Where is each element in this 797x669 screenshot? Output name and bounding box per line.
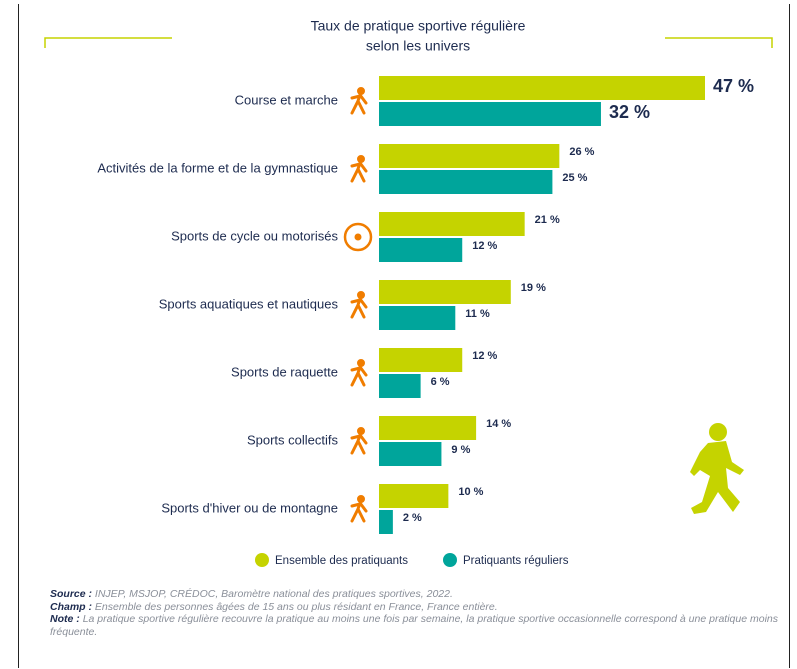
bar <box>379 212 525 236</box>
title-rule <box>665 37 773 48</box>
note: Source : INJEP, MSJOP, CRÉDOC, Baromètre… <box>50 588 778 601</box>
notes: Source : INJEP, MSJOP, CRÉDOC, Baromètre… <box>50 588 778 638</box>
icon-part <box>354 233 362 241</box>
value-label: 21 % <box>535 214 560 226</box>
value-label: 32 % <box>609 102 650 122</box>
category-icon <box>350 359 368 387</box>
chart-subtitle: selon les univers <box>366 38 470 54</box>
bar <box>379 374 421 398</box>
icon-part <box>357 87 365 95</box>
icon-part <box>350 363 368 387</box>
bar <box>379 348 463 372</box>
note: Champ : Ensemble des personnes âgées de … <box>50 601 778 614</box>
icon-part <box>343 222 373 252</box>
value-label: 25 % <box>562 172 587 184</box>
note-label: Source : <box>50 588 93 600</box>
bar <box>379 484 449 508</box>
icon-part <box>357 427 365 435</box>
value-label: 6 % <box>431 376 450 388</box>
category-icon <box>350 291 368 319</box>
category-label: Sports d'hiver ou de montagne <box>161 500 338 515</box>
value-label: 12 % <box>472 240 497 252</box>
value-label: 2 % <box>403 512 422 524</box>
category-label: Sports collectifs <box>247 432 339 447</box>
runner-icon <box>690 423 744 514</box>
note-label: Champ : <box>50 600 92 613</box>
note-label: Note : <box>50 613 80 625</box>
icon-part <box>350 431 368 455</box>
category-icon <box>350 495 368 523</box>
value-label: 14 % <box>486 418 511 430</box>
value-label: 11 % <box>465 308 490 320</box>
note-text: Ensemble des personnes âgées de 15 ans o… <box>92 600 498 613</box>
category-icon <box>350 155 368 183</box>
category-label: Sports aquatiques et nautiques <box>159 296 339 311</box>
icon-part <box>350 159 368 183</box>
category-icon <box>343 222 373 252</box>
category-icon <box>350 87 368 115</box>
icon-part <box>357 155 365 163</box>
bar <box>379 76 705 100</box>
bar <box>379 170 553 194</box>
value-label: 12 % <box>472 350 497 362</box>
category-icon <box>350 427 368 455</box>
title-rule <box>44 37 172 48</box>
value-label: 10 % <box>458 486 483 498</box>
legend-label: Pratiquants réguliers <box>463 555 569 567</box>
bar <box>379 280 511 304</box>
legend-marker <box>443 553 457 567</box>
icon-part <box>357 291 365 299</box>
bar <box>379 416 477 440</box>
bar <box>379 510 393 534</box>
legend-marker <box>255 553 269 567</box>
icon-part <box>350 91 368 115</box>
note-text: INJEP, MSJOP, CRÉDOC, Baromètre national… <box>92 588 453 600</box>
frame <box>18 4 790 668</box>
note: Note : La pratique sportive régulière re… <box>50 613 778 638</box>
bar <box>379 238 463 262</box>
value-label: 9 % <box>451 444 470 456</box>
value-label: 19 % <box>521 282 546 294</box>
bar <box>379 306 456 330</box>
value-label: 47 % <box>713 76 754 96</box>
legend-label: Ensemble des pratiquants <box>275 555 408 567</box>
bar <box>379 442 442 466</box>
bar <box>379 102 601 126</box>
icon-part <box>350 295 368 319</box>
icon-part <box>357 495 365 503</box>
icon-part <box>350 499 368 523</box>
category-label: Sports de raquette <box>231 364 338 379</box>
chart-title: Taux de pratique sportive régulière <box>311 18 526 34</box>
category-label: Sports de cycle ou motorisés <box>171 228 338 243</box>
category-label: Course et marche <box>235 92 338 107</box>
icon-part <box>357 359 365 367</box>
note-text: La pratique sportive régulière recouvre … <box>50 613 779 638</box>
value-label: 26 % <box>569 146 594 158</box>
bar <box>379 144 560 168</box>
category-label: Activités de la forme et de la gymnastiq… <box>97 160 338 175</box>
